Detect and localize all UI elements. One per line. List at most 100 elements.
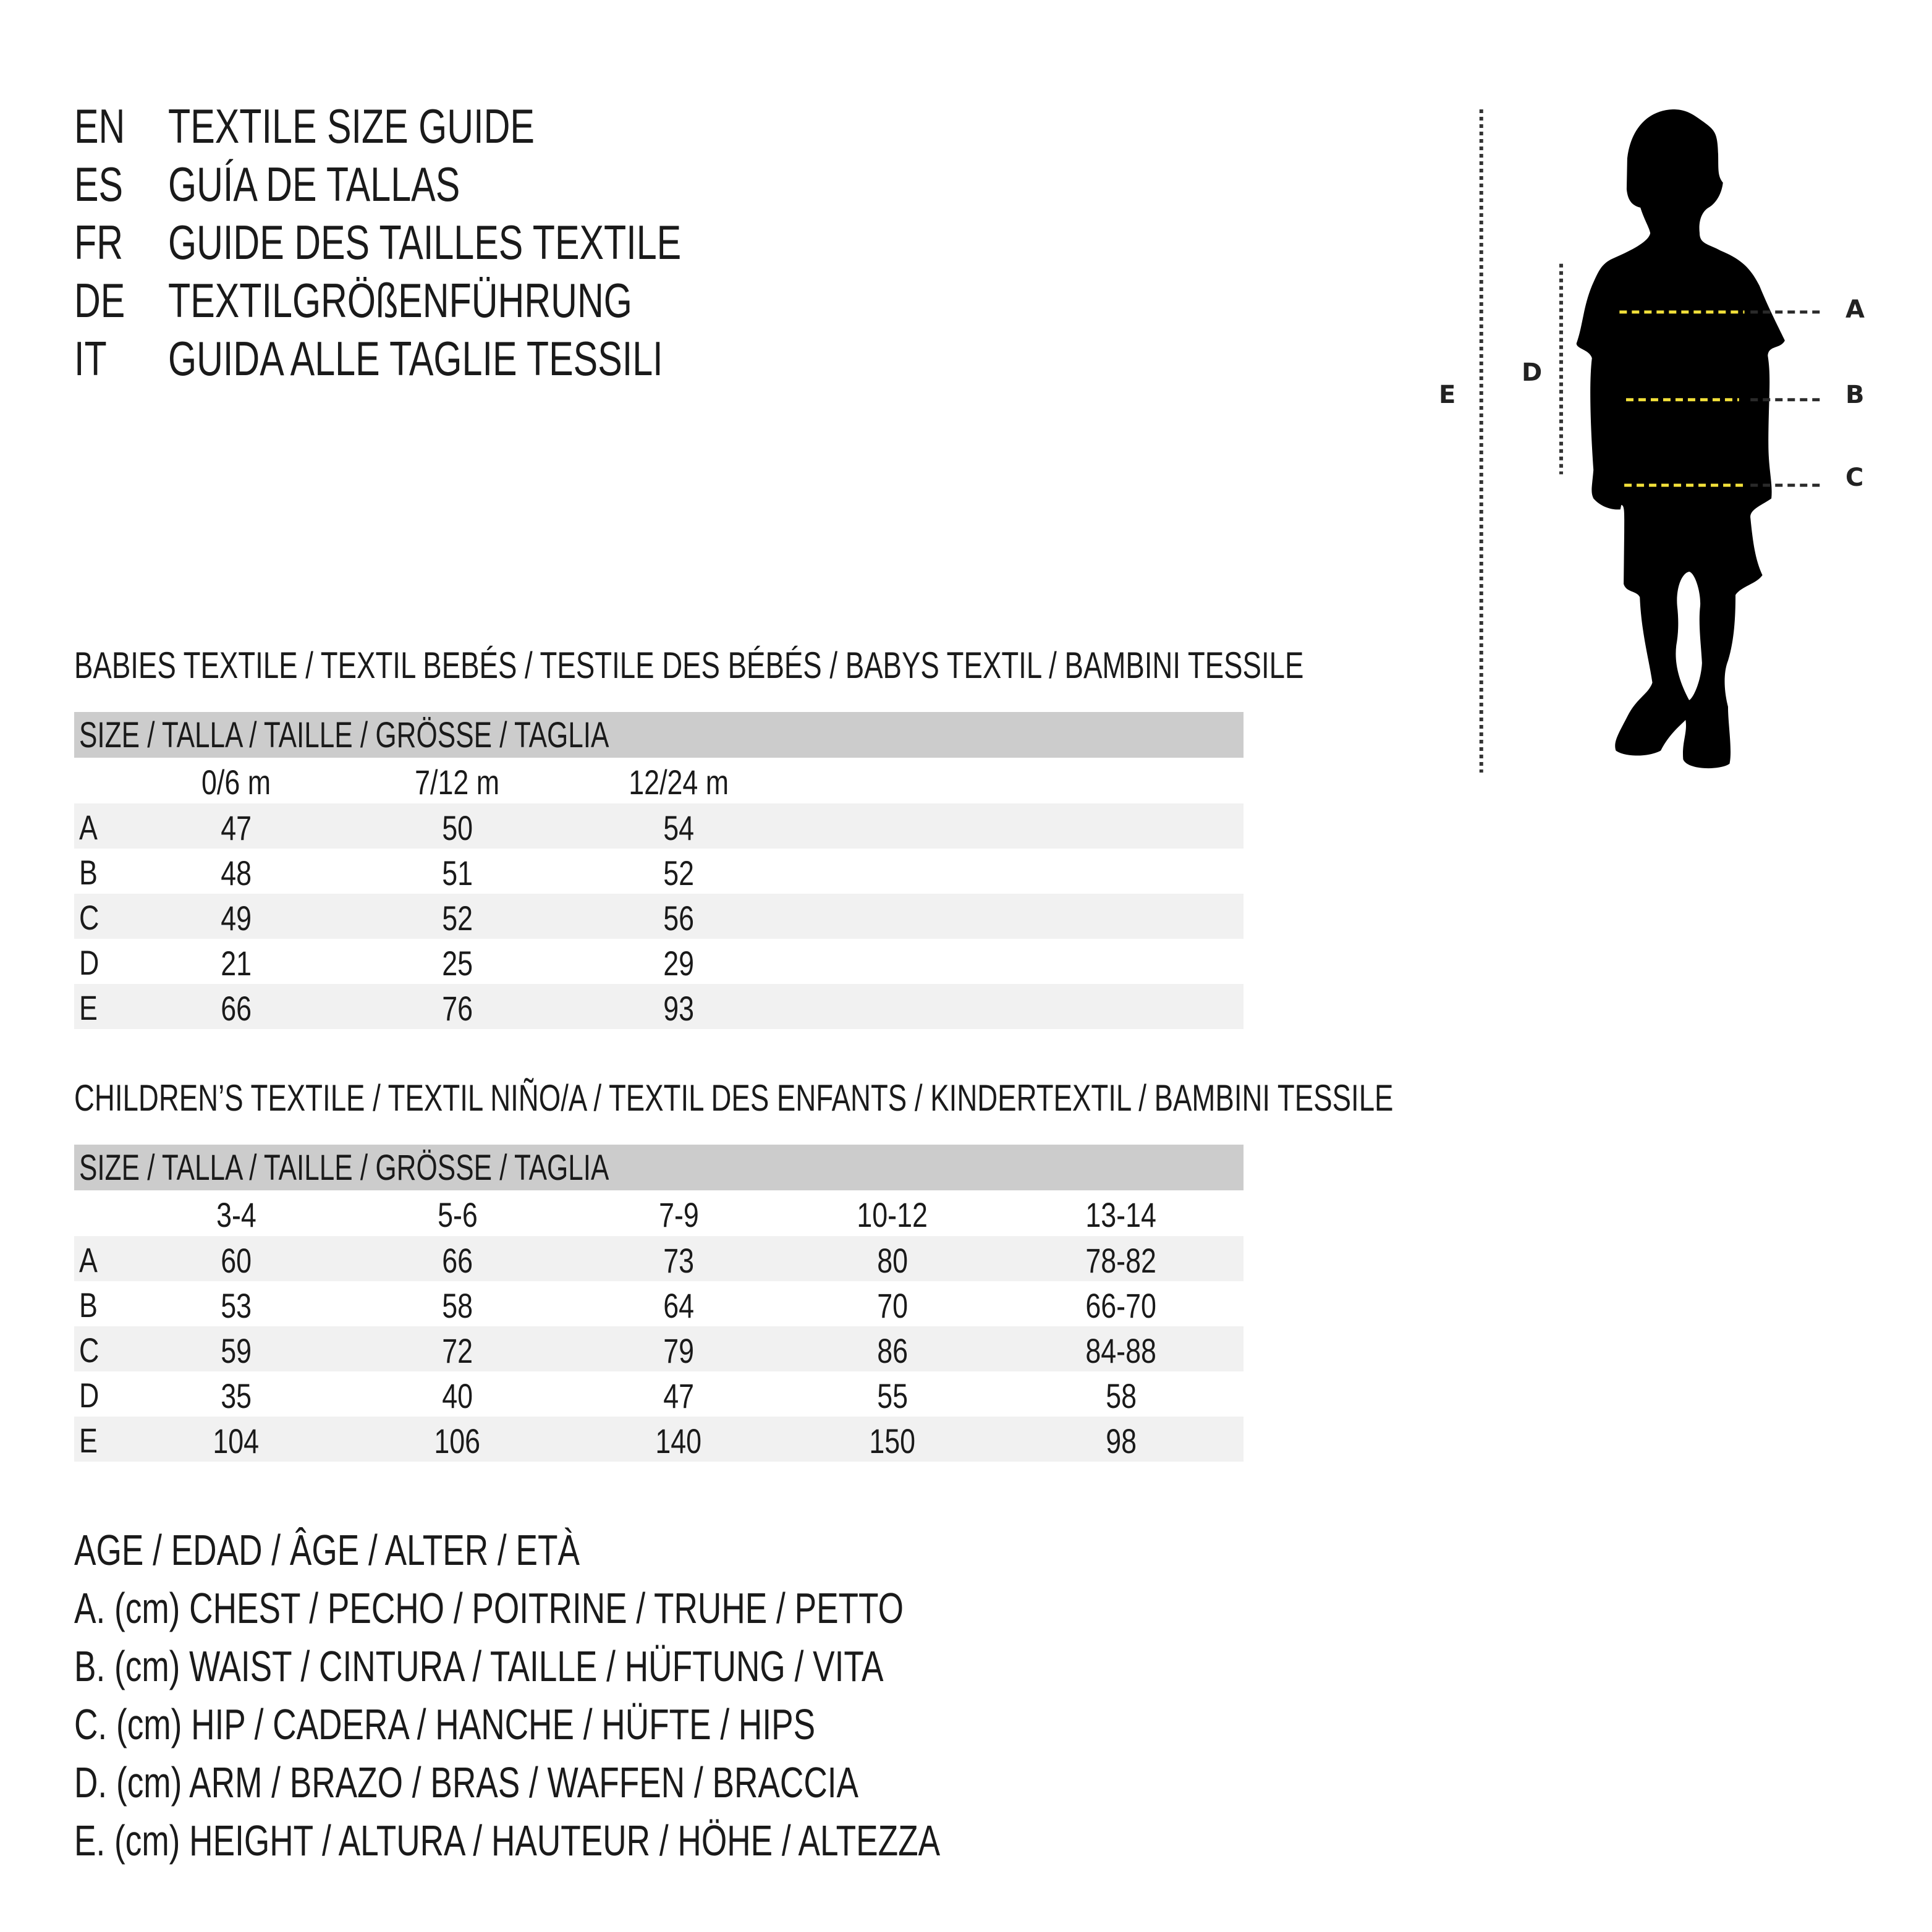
column-header: 7/12 m bbox=[365, 758, 550, 807]
table-cell-value: 47 bbox=[663, 1376, 694, 1415]
table-cell: 47 bbox=[586, 1371, 771, 1421]
table-cell: 60 bbox=[143, 1236, 329, 1286]
guide-title-text: GUÍA DE TALLAS bbox=[168, 157, 460, 211]
size-column-header-row: 3-4 5-6 7-9 10-12 13-14 bbox=[74, 1190, 1244, 1235]
table-cell-value: 76 bbox=[442, 989, 473, 1028]
table-cell: 58 bbox=[1028, 1371, 1214, 1421]
row-label: E bbox=[79, 984, 102, 1032]
legend-line: B. (cm) WAIST / CINTURA / TAILLE / HÜFTU… bbox=[74, 1638, 1139, 1694]
guide-title: GUIDA ALLE TAGLIE TESSILI bbox=[168, 329, 820, 388]
table-cell: 40 bbox=[365, 1371, 550, 1421]
label-e: E bbox=[1439, 381, 1456, 409]
table-cell: 76 bbox=[365, 984, 550, 1033]
table-cell-value: 56 bbox=[663, 899, 694, 938]
row-label-text: B bbox=[79, 853, 98, 892]
table-cell: 84-88 bbox=[1028, 1326, 1214, 1376]
table-cell: 66 bbox=[143, 984, 329, 1033]
language-code: ES bbox=[74, 155, 138, 213]
language-code: DE bbox=[74, 271, 141, 329]
column-header-text: 0/6 m bbox=[201, 763, 271, 802]
table-cell-value: 106 bbox=[434, 1421, 481, 1460]
row-label: D bbox=[79, 1371, 104, 1420]
legend-line: AGE / EDAD / ÂGE / ALTER / ETÀ bbox=[74, 1522, 739, 1578]
table-row: D 21 25 29 bbox=[74, 939, 1244, 984]
children-heading-text: CHILDREN’S TEXTILE / TEXTIL NIÑO/A / TEX… bbox=[74, 1077, 1394, 1119]
table-cell-value: 104 bbox=[213, 1421, 260, 1460]
table-cell-value: 49 bbox=[221, 899, 252, 938]
child-silhouette-icon bbox=[1421, 93, 1885, 773]
table-cell-value: 140 bbox=[655, 1421, 702, 1460]
table-cell: 66 bbox=[365, 1236, 550, 1286]
table-cell: 29 bbox=[586, 939, 771, 988]
table-cell: 78-82 bbox=[1028, 1236, 1214, 1286]
row-label: E bbox=[79, 1417, 102, 1465]
table-cell: 86 bbox=[800, 1326, 985, 1376]
guide-title: TEXTILGRÖßENFÜHRUNG bbox=[168, 271, 779, 329]
row-label-text: D bbox=[79, 943, 100, 982]
row-label-text: C bbox=[79, 1331, 100, 1370]
table-cell-value: 78-82 bbox=[1085, 1241, 1157, 1280]
table-cell-value: 93 bbox=[663, 989, 694, 1028]
table-cell-value: 52 bbox=[442, 899, 473, 938]
table-cell: 58 bbox=[365, 1281, 550, 1331]
column-header: 7-9 bbox=[586, 1190, 771, 1240]
row-label: B bbox=[79, 849, 102, 897]
table-cell: 106 bbox=[365, 1417, 550, 1466]
size-header-text: SIZE / TALLA / TAILLE / GRÖSSE / TAGLIA bbox=[79, 715, 609, 755]
table-cell: 50 bbox=[365, 803, 550, 853]
row-label: A bbox=[79, 803, 102, 852]
table-cell-value: 84-88 bbox=[1085, 1331, 1157, 1370]
table-cell-value: 98 bbox=[1106, 1421, 1137, 1460]
table-cell: 21 bbox=[143, 939, 329, 988]
table-cell: 72 bbox=[365, 1326, 550, 1376]
table-cell-value: 150 bbox=[869, 1421, 916, 1460]
size-header-band: SIZE / TALLA / TAILLE / GRÖSSE / TAGLIA bbox=[74, 1145, 1244, 1190]
table-cell-value: 86 bbox=[877, 1331, 908, 1370]
column-header: 3-4 bbox=[143, 1190, 329, 1240]
table-cell: 47 bbox=[143, 803, 329, 853]
table-cell: 53 bbox=[143, 1281, 329, 1331]
label-b: B bbox=[1845, 381, 1865, 409]
table-cell: 55 bbox=[800, 1371, 985, 1421]
babies-heading-text: BABIES TEXTILE / TEXTIL BEBÉS / TESTILE … bbox=[74, 645, 1304, 686]
row-label: D bbox=[79, 939, 104, 987]
column-header: 12/24 m bbox=[586, 758, 771, 807]
table-cell: 64 bbox=[586, 1281, 771, 1331]
legend-line: D. (cm) ARM / BRAZO / BRAS / WAFFEN / BR… bbox=[74, 1755, 1106, 1810]
table-cell-value: 21 bbox=[221, 944, 252, 983]
legend-line-text: AGE / EDAD / ÂGE / ALTER / ETÀ bbox=[74, 1526, 580, 1574]
column-header-text: 7/12 m bbox=[415, 763, 500, 802]
legend-line-text: C. (cm) HIP / CADERA / HANCHE / HÜFTE / … bbox=[74, 1700, 816, 1748]
table-cell-value: 51 bbox=[442, 854, 473, 892]
row-label: C bbox=[79, 1326, 104, 1375]
legend-line-text: A. (cm) CHEST / PECHO / POITRINE / TRUHE… bbox=[74, 1584, 904, 1632]
table-cell-value: 47 bbox=[221, 808, 252, 847]
table-row: E 66 76 93 bbox=[74, 984, 1244, 1029]
language-code-text: EN bbox=[74, 99, 125, 153]
table-cell: 98 bbox=[1028, 1417, 1214, 1466]
row-label: B bbox=[79, 1281, 102, 1329]
row-label: A bbox=[79, 1236, 102, 1284]
language-code-text: IT bbox=[74, 331, 107, 386]
table-cell-value: 54 bbox=[663, 808, 694, 847]
table-cell: 59 bbox=[143, 1326, 329, 1376]
table-cell-value: 66 bbox=[221, 989, 252, 1028]
size-column-header-row: 0/6 m 7/12 m 12/24 m bbox=[74, 758, 1244, 803]
size-header-band: SIZE / TALLA / TAILLE / GRÖSSE / TAGLIA bbox=[74, 712, 1244, 758]
label-d: D bbox=[1522, 358, 1543, 387]
column-header: 0/6 m bbox=[143, 758, 329, 807]
table-cell: 52 bbox=[586, 849, 771, 898]
table-cell-value: 66-70 bbox=[1085, 1286, 1157, 1325]
table-cell: 104 bbox=[143, 1417, 329, 1466]
column-header-text: 10-12 bbox=[857, 1195, 928, 1234]
table-cell-value: 50 bbox=[442, 808, 473, 847]
table-cell: 56 bbox=[586, 894, 771, 943]
table-cell-value: 40 bbox=[442, 1376, 473, 1415]
table-cell: 66-70 bbox=[1028, 1281, 1214, 1331]
language-code: FR bbox=[74, 213, 138, 271]
table-cell-value: 48 bbox=[221, 854, 252, 892]
table-cell: 25 bbox=[365, 939, 550, 988]
label-a: A bbox=[1845, 295, 1865, 324]
legend-line: A. (cm) CHEST / PECHO / POITRINE / TRUHE… bbox=[74, 1580, 1166, 1636]
column-header: 13-14 bbox=[1028, 1190, 1214, 1240]
